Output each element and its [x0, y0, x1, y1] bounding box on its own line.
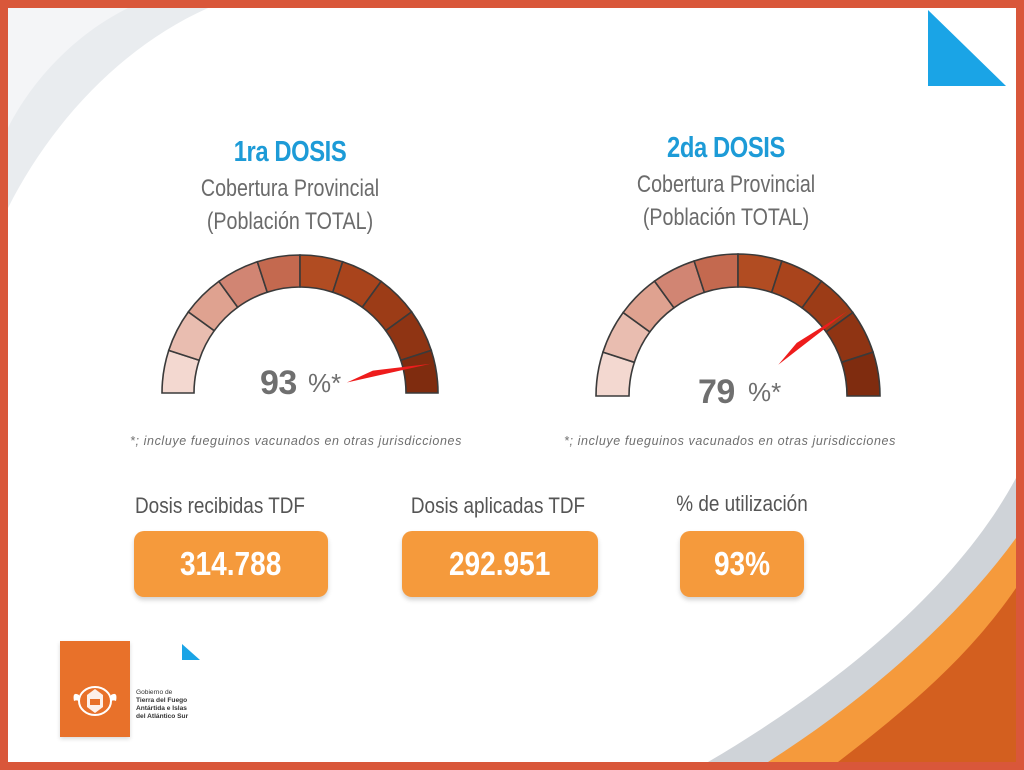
background-decoration	[8, 8, 1016, 762]
government-logo	[60, 641, 130, 737]
gauge-2-percent-value: 79	[698, 373, 735, 411]
gauge-2-segment-10	[840, 351, 881, 397]
provincial-seal-icon	[73, 686, 117, 716]
gauge-2-percent-symbol: %*	[748, 377, 782, 407]
top-left-swoosh-light	[8, 8, 128, 128]
gauge-2-subtitle-line1: Cobertura Provincial	[636, 171, 816, 198]
gauge-1-subtitle-line2: (Población TOTAL)	[206, 208, 374, 235]
logo-text-line1: Gobierno de	[136, 689, 173, 696]
gauge-1-subtitle-line1: Cobertura Provincial	[200, 175, 380, 202]
stat-applied-label: Dosis aplicadas TDF	[410, 493, 586, 518]
gauge-1-percent-value: 93	[260, 364, 297, 402]
logo-text-line4: del Atlántico Sur	[136, 713, 189, 720]
government-logo-text: Gobierno de Tierra del Fuego Antártida e…	[136, 689, 216, 721]
logo-text-line3: Antártida e Islas	[136, 705, 187, 712]
top-right-blue-triangle	[928, 10, 1006, 86]
stat-utilization-value-box: 93%	[680, 531, 804, 597]
gauge-2-title: 2da DOSIS	[667, 132, 785, 164]
gauge-1-title: 1ra DOSIS	[233, 136, 347, 168]
stat-utilization-value: 93%	[713, 545, 771, 582]
logo-text-line2: Tierra del Fuego	[136, 697, 188, 704]
gauge-1-segment-10	[399, 349, 439, 394]
gauge-2-subtitle-line2: (Población TOTAL)	[642, 204, 810, 231]
stat-utilization-label: % de utilización	[676, 491, 808, 516]
gauges-canvas	[161, 253, 881, 397]
logo-blue-triangle	[182, 644, 200, 660]
bottom-right-dark-wave	[838, 588, 1016, 762]
slide: 1ra DOSIS Cobertura Provincial (Població…	[8, 8, 1016, 762]
stat-received-value: 314.788	[180, 545, 282, 582]
gauge-2-needle	[778, 311, 848, 365]
gauge-1-percent-symbol: %*	[308, 368, 342, 398]
stat-received-label: Dosis recibidas TDF	[135, 493, 305, 518]
gauge-1-needle	[346, 363, 431, 383]
stat-applied-value: 292.951	[449, 545, 551, 582]
gauge-2-footnote: *; incluye fueguinos vacunados en otras …	[564, 434, 896, 448]
stat-received-value-box: 314.788	[134, 531, 328, 597]
stat-applied-value-box: 292.951	[402, 531, 598, 597]
gauge-1-footnote: *; incluye fueguinos vacunados en otras …	[130, 434, 462, 448]
